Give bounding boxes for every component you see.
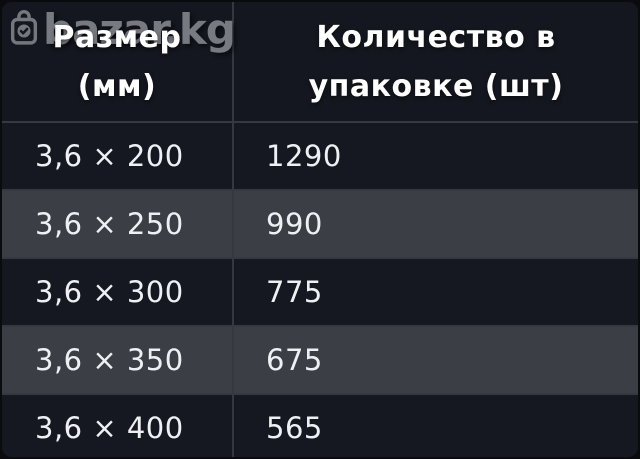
quantity-cell: 565 [234,395,638,457]
size-cell: 3,6 × 250 [2,191,234,257]
column-header-quantity: Количество в упаковке (шт) [234,2,638,121]
size-cell: 3,6 × 400 [2,395,234,457]
size-cell: 3,6 × 350 [2,327,234,393]
table-row: 3,6 × 250 990 [2,189,638,257]
quantity-value: 990 [266,207,323,241]
quantity-cell: 775 [234,259,638,325]
quantity-cell: 675 [234,327,638,393]
quantity-value: 675 [266,343,323,377]
size-cell: 3,6 × 200 [2,123,234,189]
column-header-quantity-line1: Количество в [316,19,556,55]
table-row: 3,6 × 400 565 [2,393,638,457]
column-header-size: Размер (мм) [2,2,234,121]
size-value: 3,6 × 200 [35,139,184,173]
size-value: 3,6 × 350 [35,343,184,377]
column-header-quantity-line2: упаковке (шт) [308,68,564,104]
size-cell: 3,6 × 300 [2,259,234,325]
table-row: 3,6 × 300 775 [2,257,638,325]
table-row: 3,6 × 200 1290 [2,121,638,189]
column-header-size-line1: Размер [52,19,182,55]
quantity-cell: 1290 [234,123,638,189]
size-value: 3,6 × 300 [35,275,184,309]
quantity-value: 1290 [266,139,342,173]
table-header-row: Размер (мм) Количество в упаковке (шт) [2,2,638,121]
quantity-cell: 990 [234,191,638,257]
size-value: 3,6 × 250 [35,207,184,241]
column-header-size-line2: (мм) [77,68,157,104]
quantity-value: 565 [266,411,323,445]
quantity-value: 775 [266,275,323,309]
size-value: 3,6 × 400 [35,411,184,445]
table-row: 3,6 × 350 675 [2,325,638,393]
